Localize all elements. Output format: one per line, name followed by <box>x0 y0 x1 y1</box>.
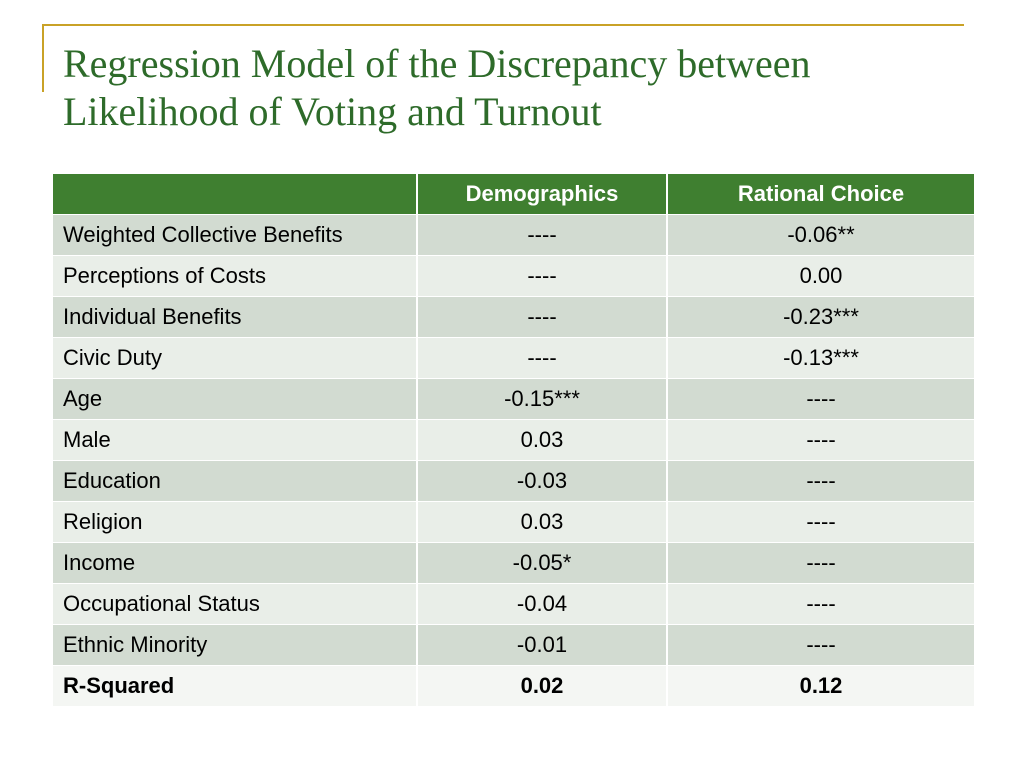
demographics-value: ---- <box>417 255 668 297</box>
demographics-value: -0.05* <box>417 542 668 584</box>
rational-choice-value: 0.00 <box>667 255 974 297</box>
row-label: Ethnic Minority <box>53 624 418 666</box>
r-squared-row: R-Squared 0.02 0.12 <box>53 665 974 706</box>
rational-choice-value: -0.23*** <box>667 296 974 338</box>
slide-title: Regression Model of the Discrepancy betw… <box>63 40 983 136</box>
rational-choice-value: 0.12 <box>667 665 974 706</box>
row-label: Income <box>53 542 418 584</box>
rational-choice-value: ---- <box>667 624 974 666</box>
regression-table: Demographics Rational Choice Weighted Co… <box>53 174 974 706</box>
demographics-value: ---- <box>417 337 668 379</box>
demographics-value: 0.03 <box>417 419 668 461</box>
header-variable <box>53 174 418 215</box>
demographics-value: 0.03 <box>417 501 668 543</box>
row-label: Weighted Collective Benefits <box>53 214 418 256</box>
rational-choice-value: ---- <box>667 419 974 461</box>
demographics-value: -0.04 <box>417 583 668 625</box>
demographics-value: -0.01 <box>417 624 668 666</box>
row-label: Male <box>53 419 418 461</box>
row-label: Perceptions of Costs <box>53 255 418 297</box>
title-accent-line-top <box>42 24 964 26</box>
rational-choice-value: ---- <box>667 378 974 420</box>
table-row: Occupational Status -0.04 ---- <box>53 583 974 625</box>
title-accent-line-left <box>42 24 44 92</box>
table-row: Education -0.03 ---- <box>53 460 974 502</box>
header-rational-choice: Rational Choice <box>667 174 974 215</box>
rational-choice-value: ---- <box>667 542 974 584</box>
row-label: Education <box>53 460 418 502</box>
slide-title-line-1: Regression Model of the Discrepancy betw… <box>63 41 811 86</box>
rational-choice-value: ---- <box>667 460 974 502</box>
row-label: Individual Benefits <box>53 296 418 338</box>
demographics-value: 0.02 <box>417 665 668 706</box>
table-row: Male 0.03 ---- <box>53 419 974 461</box>
table-row: Age -0.15*** ---- <box>53 378 974 420</box>
table-row: Income -0.05* ---- <box>53 542 974 584</box>
table-row: Individual Benefits ---- -0.23*** <box>53 296 974 338</box>
table-header-row: Demographics Rational Choice <box>53 174 974 215</box>
demographics-value: -0.15*** <box>417 378 668 420</box>
row-label: Religion <box>53 501 418 543</box>
rational-choice-value: -0.13*** <box>667 337 974 379</box>
table-row: Religion 0.03 ---- <box>53 501 974 543</box>
row-label: Age <box>53 378 418 420</box>
row-label: Occupational Status <box>53 583 418 625</box>
rational-choice-value: ---- <box>667 583 974 625</box>
rational-choice-value: -0.06** <box>667 214 974 256</box>
demographics-value: ---- <box>417 296 668 338</box>
table-row: Weighted Collective Benefits ---- -0.06*… <box>53 214 974 256</box>
demographics-value: -0.03 <box>417 460 668 502</box>
table-row: Perceptions of Costs ---- 0.00 <box>53 255 974 297</box>
header-demographics: Demographics <box>417 174 668 215</box>
table-row: Ethnic Minority -0.01 ---- <box>53 624 974 666</box>
rational-choice-value: ---- <box>667 501 974 543</box>
slide-title-line-2: Likelihood of Voting and Turnout <box>63 89 602 134</box>
table-row: Civic Duty ---- -0.13*** <box>53 337 974 379</box>
row-label: Civic Duty <box>53 337 418 379</box>
demographics-value: ---- <box>417 214 668 256</box>
row-label: R-Squared <box>53 665 418 706</box>
